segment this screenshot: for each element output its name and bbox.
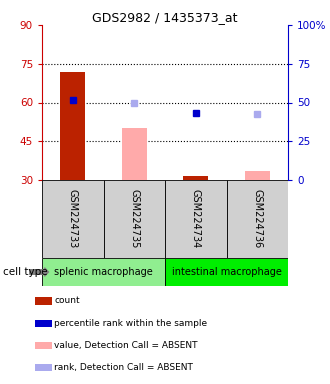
Text: cell type: cell type	[3, 267, 48, 277]
Text: GSM224733: GSM224733	[68, 189, 78, 248]
Bar	[183, 176, 208, 180]
Text: percentile rank within the sample: percentile rank within the sample	[54, 319, 208, 328]
Bar	[104, 180, 165, 258]
Bar	[35, 364, 52, 371]
Bar	[42, 180, 104, 258]
Bar	[35, 320, 52, 327]
Bar	[226, 180, 288, 258]
Title: GDS2982 / 1435373_at: GDS2982 / 1435373_at	[92, 11, 238, 24]
Text: GSM224734: GSM224734	[191, 189, 201, 248]
Bar	[245, 171, 270, 180]
Bar	[122, 128, 147, 180]
Bar	[165, 258, 288, 286]
Text: GSM224736: GSM224736	[252, 189, 262, 248]
Text: intestinal macrophage: intestinal macrophage	[172, 267, 281, 277]
Bar	[165, 180, 226, 258]
Bar	[35, 298, 52, 305]
Text: count: count	[54, 296, 80, 306]
Text: rank, Detection Call = ABSENT: rank, Detection Call = ABSENT	[54, 363, 193, 372]
Text: GSM224735: GSM224735	[129, 189, 139, 249]
Text: value, Detection Call = ABSENT: value, Detection Call = ABSENT	[54, 341, 198, 350]
Bar	[60, 71, 85, 180]
Bar	[42, 258, 165, 286]
Bar	[35, 342, 52, 349]
Text: splenic macrophage: splenic macrophage	[54, 267, 153, 277]
